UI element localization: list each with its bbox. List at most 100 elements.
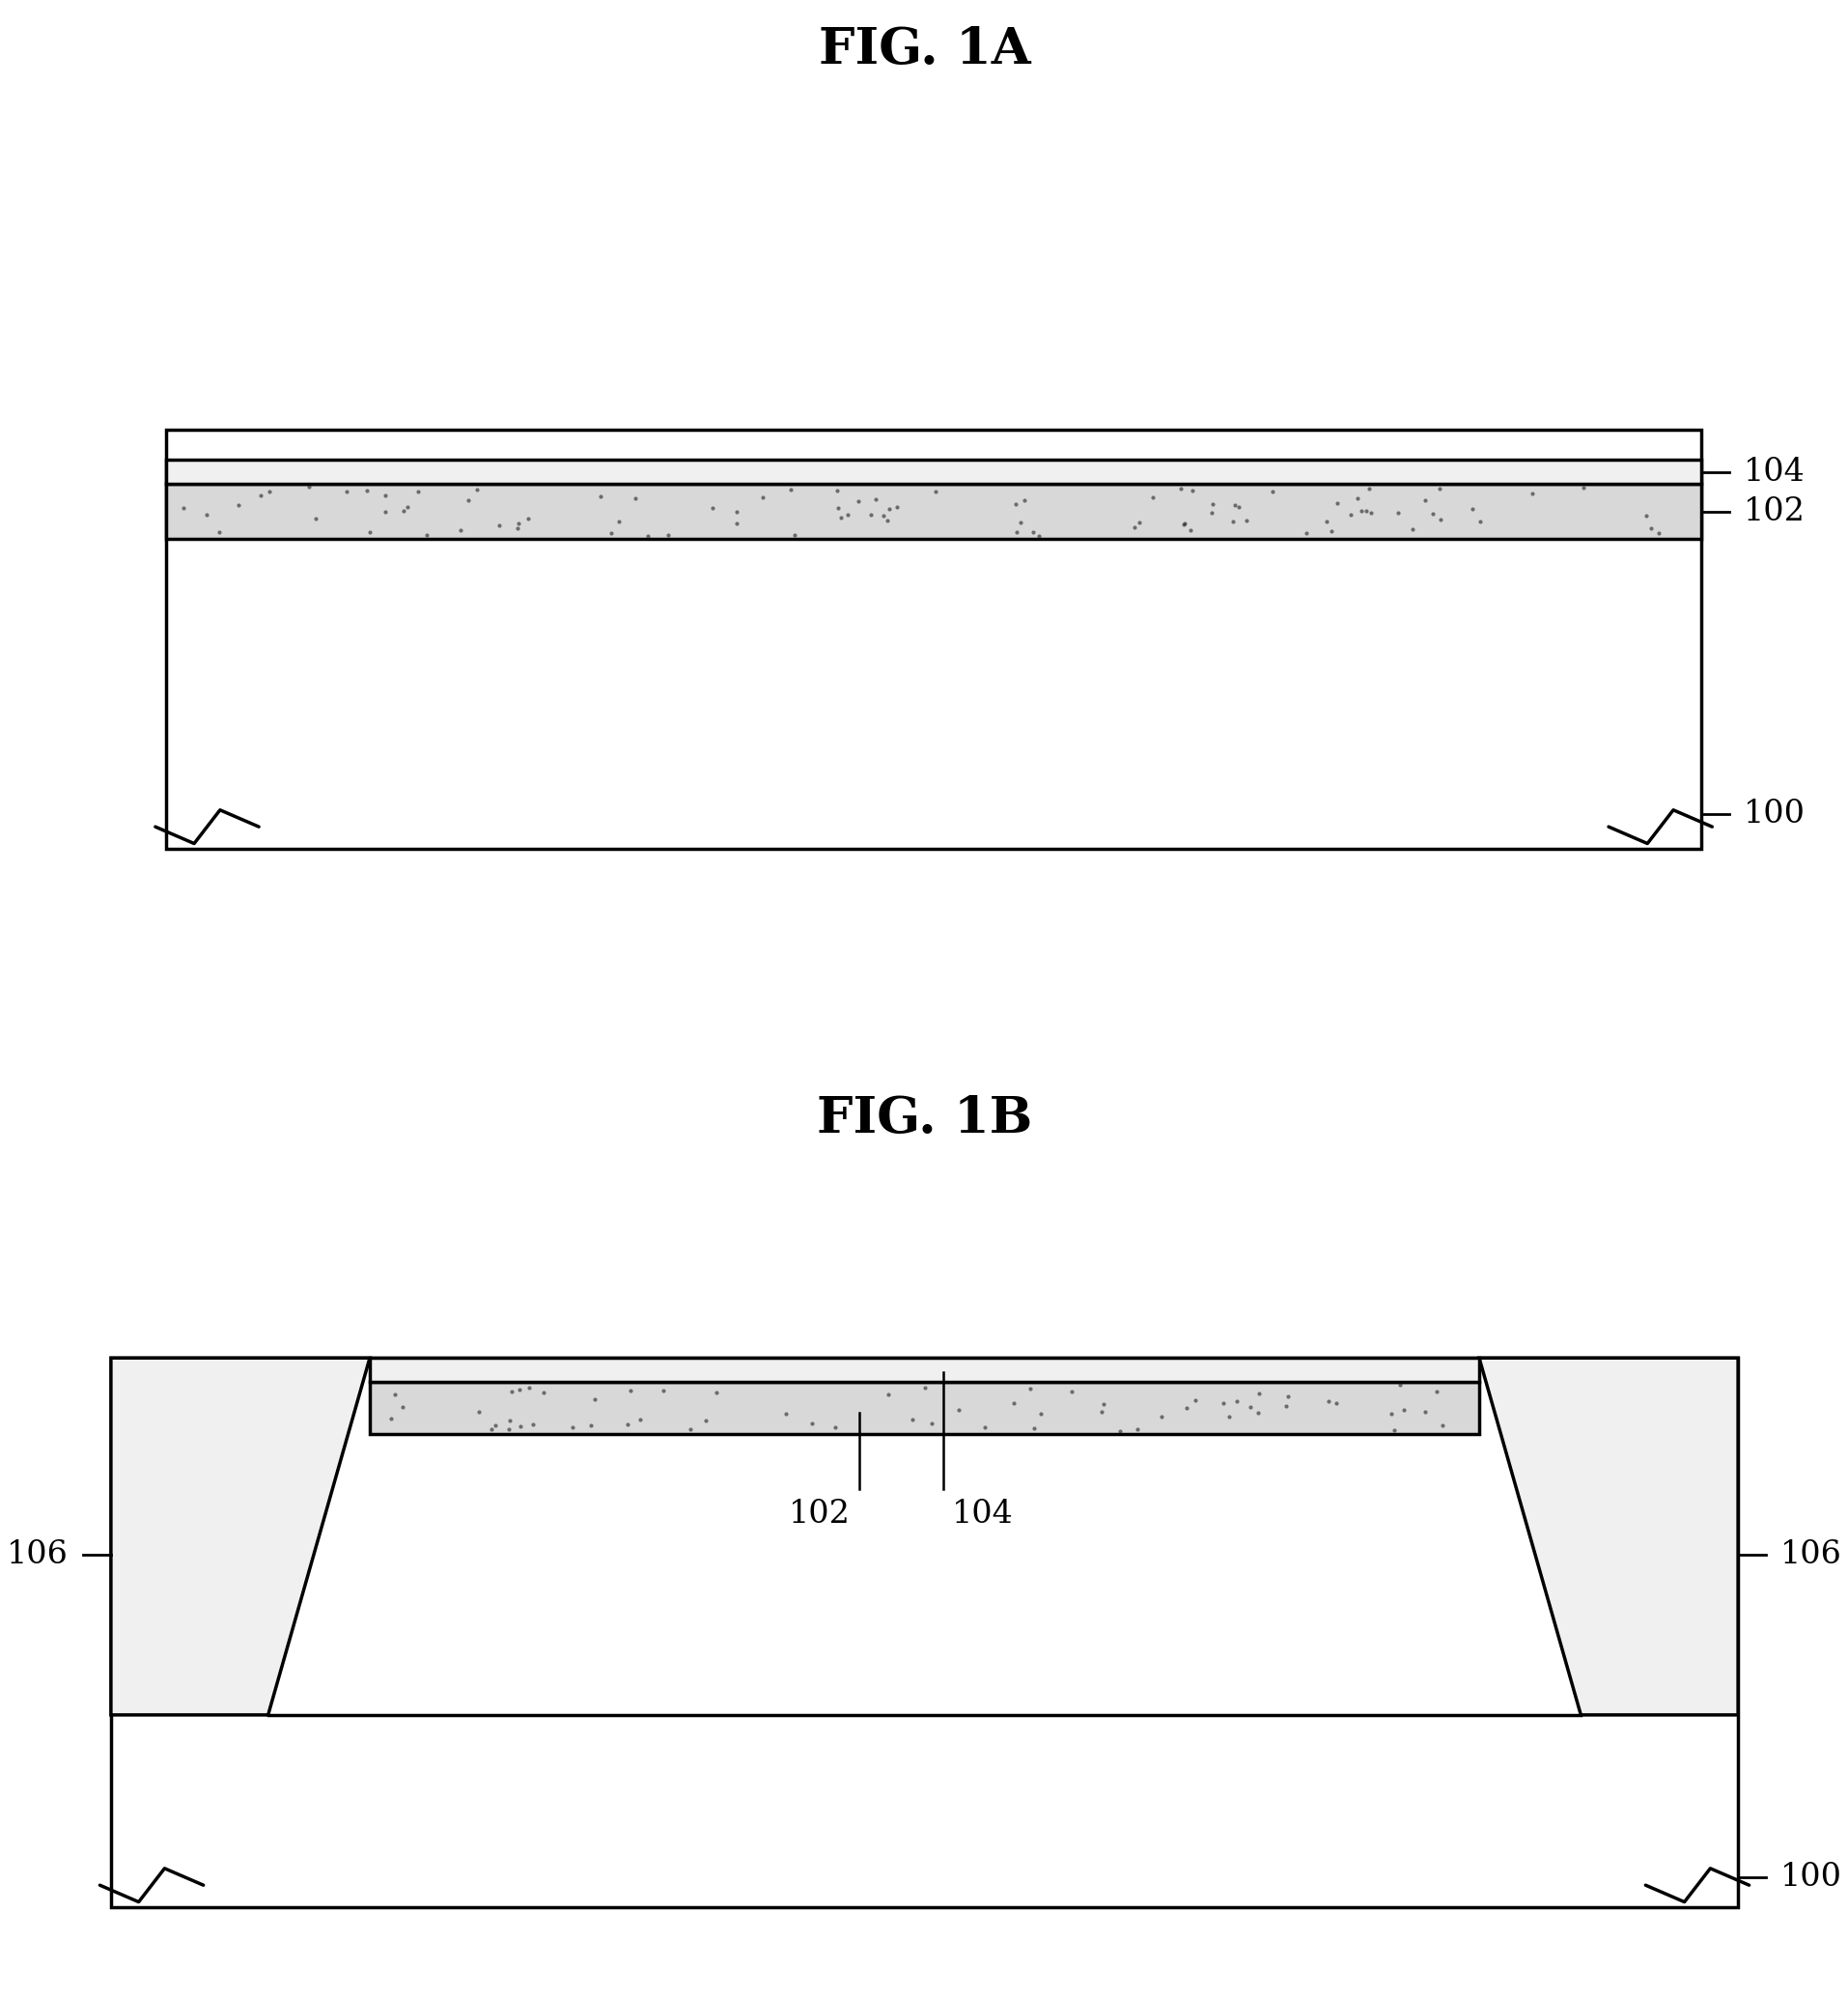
Point <box>517 1408 547 1440</box>
Point <box>355 515 384 547</box>
Text: 100: 100 <box>1743 799 1804 829</box>
Bar <box>166 485 1700 539</box>
Point <box>1009 483 1039 515</box>
Bar <box>370 1358 1478 1382</box>
Point <box>1164 473 1194 505</box>
Point <box>1321 487 1351 519</box>
Point <box>484 509 514 541</box>
Point <box>375 1402 405 1434</box>
Point <box>1000 487 1029 519</box>
Point <box>896 1404 926 1436</box>
Point <box>503 507 532 539</box>
Point <box>1218 505 1247 537</box>
Point <box>390 495 419 527</box>
Polygon shape <box>1478 1358 1737 1715</box>
Point <box>998 1388 1027 1420</box>
Point <box>403 475 432 507</box>
Point <box>721 495 750 527</box>
Point <box>462 473 492 505</box>
Point <box>586 479 615 511</box>
Point <box>392 491 421 523</box>
Point <box>1231 505 1260 537</box>
Point <box>1170 507 1199 539</box>
Point <box>1175 513 1205 545</box>
Point <box>514 503 543 535</box>
Point <box>843 485 872 517</box>
Point <box>1271 1390 1301 1422</box>
Point <box>942 1394 972 1426</box>
Point <box>331 475 360 507</box>
Text: 102: 102 <box>789 1498 850 1530</box>
Point <box>1222 1386 1251 1418</box>
Point <box>495 1404 525 1436</box>
Bar <box>166 429 1700 849</box>
Point <box>168 491 198 523</box>
Point <box>1057 1376 1087 1408</box>
Point <box>514 1372 543 1404</box>
Text: 104: 104 <box>1743 457 1804 487</box>
Point <box>1384 1368 1414 1400</box>
Point <box>1146 1400 1175 1432</box>
Point <box>1382 497 1412 529</box>
Point <box>1005 507 1035 539</box>
Point <box>909 1372 939 1404</box>
Point <box>1018 515 1048 547</box>
Point <box>1351 495 1380 527</box>
Point <box>1209 1388 1238 1420</box>
Text: 104: 104 <box>952 1498 1013 1530</box>
Point <box>604 505 634 537</box>
Point <box>832 499 861 531</box>
Point <box>1244 1398 1273 1430</box>
Point <box>1168 507 1198 539</box>
Point <box>1273 1380 1303 1412</box>
Point <box>1388 1394 1417 1426</box>
Point <box>453 485 482 517</box>
Point <box>370 495 399 527</box>
Text: 106: 106 <box>7 1540 68 1570</box>
Point <box>1015 1372 1044 1404</box>
Point <box>505 1374 534 1406</box>
Point <box>675 1414 704 1446</box>
Text: 102: 102 <box>1743 497 1804 527</box>
Point <box>691 1404 721 1436</box>
Text: FIG. 1B: FIG. 1B <box>817 1094 1031 1142</box>
Point <box>796 1408 826 1440</box>
Point <box>1342 483 1371 515</box>
Polygon shape <box>111 1358 370 1715</box>
Point <box>255 475 285 507</box>
Point <box>1517 477 1547 509</box>
Point <box>869 499 898 531</box>
Point <box>505 1410 534 1442</box>
Point <box>1569 471 1599 503</box>
Bar <box>370 1382 1478 1434</box>
Point <box>1345 495 1375 527</box>
Point <box>412 519 442 551</box>
Point <box>771 1398 800 1430</box>
Point <box>826 501 856 533</box>
Point <box>1105 1414 1135 1446</box>
Point <box>445 513 475 545</box>
Point <box>1257 475 1286 507</box>
Point <box>370 479 399 511</box>
Point <box>353 475 383 507</box>
Point <box>1292 517 1321 549</box>
Point <box>1026 1398 1055 1430</box>
Point <box>619 481 649 513</box>
Point <box>874 1378 904 1410</box>
Point <box>1088 1388 1118 1420</box>
Point <box>920 475 950 507</box>
Point <box>301 503 331 535</box>
Point <box>1220 489 1249 521</box>
Point <box>1234 1392 1264 1424</box>
Point <box>1336 499 1366 531</box>
Point <box>1643 517 1672 549</box>
Point <box>1223 491 1253 523</box>
Point <box>625 1404 654 1436</box>
Point <box>1410 485 1440 517</box>
Point <box>1464 505 1493 537</box>
Point <box>1319 1388 1349 1420</box>
Point <box>388 1390 418 1422</box>
Point <box>224 489 253 521</box>
Point <box>1425 473 1454 505</box>
Point <box>700 1376 730 1408</box>
